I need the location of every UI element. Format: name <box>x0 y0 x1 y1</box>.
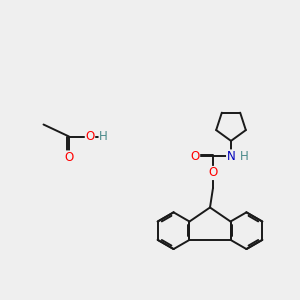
Text: O: O <box>64 151 74 164</box>
Text: O: O <box>208 167 217 179</box>
Text: O: O <box>190 150 200 163</box>
Text: H: H <box>240 150 249 163</box>
Text: H: H <box>99 130 108 143</box>
Text: N: N <box>226 150 236 163</box>
Text: O: O <box>85 130 94 143</box>
